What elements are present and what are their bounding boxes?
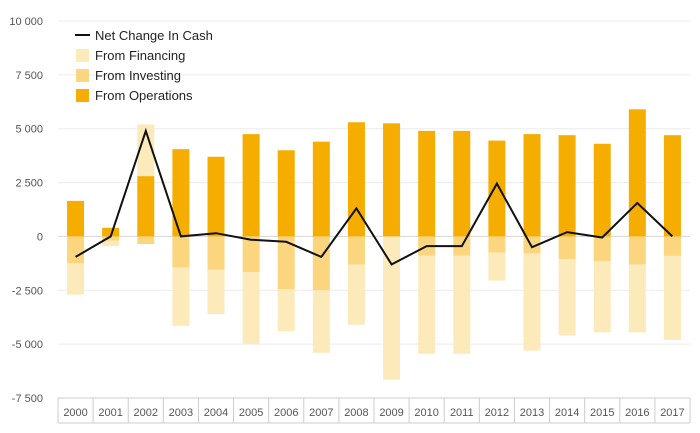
bar-segment	[137, 124, 155, 177]
bar-segment	[137, 176, 155, 237]
y-tick-label: -2 500	[12, 285, 43, 297]
legend-box-swatch	[76, 69, 89, 82]
bar-segment	[488, 236, 506, 253]
bar-segment	[558, 236, 576, 260]
x-tick-label: 2000	[63, 407, 87, 419]
bar-segment	[628, 264, 646, 333]
bar-segment	[418, 255, 436, 354]
bar-segment	[558, 259, 576, 336]
bar-segment	[172, 149, 190, 237]
bar-segment	[312, 236, 330, 291]
bar-segment	[172, 236, 190, 268]
bar-segment	[67, 263, 85, 295]
bar-segment	[558, 135, 576, 237]
bar-segment	[102, 227, 120, 237]
x-tick-label: 2016	[625, 407, 649, 419]
bar-segment	[593, 236, 611, 262]
legend-label: From Investing	[95, 68, 181, 83]
x-tick-label: 2005	[239, 407, 263, 419]
x-tick-label: 2014	[555, 407, 579, 419]
bar-segment	[663, 236, 681, 256]
y-tick-label: -7 500	[12, 393, 43, 405]
bar-segment	[347, 264, 365, 325]
x-tick-label: 2013	[520, 407, 544, 419]
y-tick-label: 10 000	[9, 16, 43, 28]
bar-segment	[347, 236, 365, 265]
bar-segment	[207, 236, 225, 270]
bars	[67, 109, 681, 380]
y-tick-label: 5 000	[15, 124, 43, 136]
bar-segment	[242, 134, 260, 237]
bar-segment	[207, 269, 225, 314]
bar-segment	[277, 236, 295, 290]
x-tick-label: 2004	[204, 407, 228, 419]
bar-segment	[453, 255, 471, 354]
y-tick-label: 2 500	[15, 178, 43, 190]
legend-box-swatch	[76, 49, 89, 62]
bar-segment	[523, 253, 541, 351]
bar-segment	[67, 236, 85, 264]
bar-segment	[593, 143, 611, 237]
bar-segment	[663, 255, 681, 340]
x-tick-label: 2010	[414, 407, 438, 419]
x-tick-label: 2007	[309, 407, 333, 419]
x-tick-label: 2003	[169, 407, 193, 419]
legend: Net Change In Cash From Financing From Inv…	[75, 28, 213, 103]
x-axis: 2000 2001 2002 2003 2004 2005 2006 2007 2008 2009…	[57, 397, 691, 424]
x-tick-label: 2006	[274, 407, 298, 419]
x-tick-label: 2008	[344, 407, 368, 419]
bar-segment	[277, 289, 295, 332]
bar-segment	[488, 252, 506, 281]
legend-box-swatch	[76, 89, 89, 102]
bar-segment	[312, 141, 330, 237]
bar-segment	[67, 200, 85, 237]
bar-segment	[312, 290, 330, 353]
bar-segment	[137, 236, 155, 244]
bar-segment	[383, 123, 401, 237]
x-tick-label: 2002	[134, 407, 158, 419]
legend-label: From Operations	[95, 88, 193, 103]
net-change-line-group	[75, 127, 674, 266]
y-tick-label: 0	[37, 231, 43, 243]
bar-segment	[277, 150, 295, 237]
x-tick-label: 2012	[485, 407, 509, 419]
bar-segment	[628, 236, 646, 265]
bar-segment	[383, 236, 401, 380]
net-change-line	[75, 127, 674, 266]
x-tick-label: 2015	[590, 407, 614, 419]
bar-segment	[172, 267, 190, 326]
bar-segment	[628, 109, 646, 237]
bar-segment	[453, 130, 471, 237]
legend-label: From Financing	[95, 48, 185, 63]
y-tick-label: -5 000	[12, 339, 43, 351]
bar-segment	[207, 156, 225, 237]
x-tick-label: 2009	[379, 407, 403, 419]
bar-segment	[102, 236, 120, 241]
bar-segment	[523, 134, 541, 237]
y-tick-label: 7 500	[15, 70, 43, 82]
bar-segment	[488, 140, 506, 237]
bar-segment	[593, 261, 611, 333]
bar-segment	[242, 236, 260, 272]
x-tick-label: 2001	[98, 407, 122, 419]
bar-segment	[242, 271, 260, 345]
bar-segment	[663, 135, 681, 237]
legend-label: Net Change In Cash	[95, 28, 213, 43]
bar-segment	[347, 122, 365, 237]
x-tick-label: 2017	[660, 407, 684, 419]
x-tick-label: 2011	[450, 407, 474, 419]
y-axis-labels: -7 500 -5 000 -2 500 0 2 500 5 000 7 500 10 000	[9, 16, 43, 405]
bar-segment	[418, 130, 436, 237]
bar-segment	[102, 240, 120, 247]
